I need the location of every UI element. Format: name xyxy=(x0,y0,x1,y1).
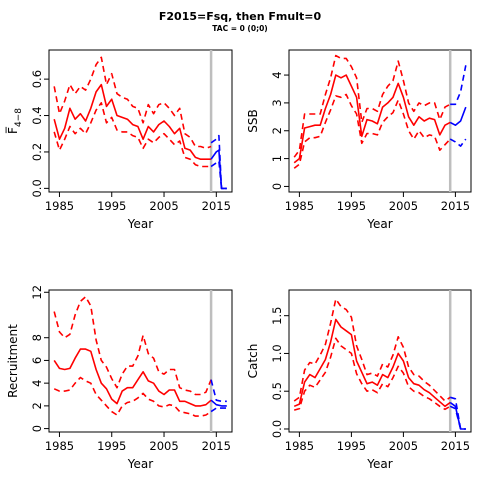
x-tick-label: 1995 xyxy=(337,439,366,453)
x-tick-label: 2005 xyxy=(149,199,178,213)
historic-lower-ci-line xyxy=(293,93,451,169)
historic-estimate-line xyxy=(53,348,212,407)
x-tick-label: 1985 xyxy=(45,439,74,453)
y-tick-label: 0.6 xyxy=(30,70,44,88)
projection-lower-ci-line xyxy=(449,405,466,430)
plot-frame xyxy=(48,289,233,433)
projection-lower-ci-line xyxy=(449,138,467,147)
y-axis-label-subscript: 4−8 xyxy=(14,108,24,127)
projection-estimate-line xyxy=(210,149,227,190)
x-tick-label: 2005 xyxy=(149,439,178,453)
y-tick-label: 2 xyxy=(30,402,44,409)
x-tick-label: 2015 xyxy=(441,439,470,453)
y-axis-label-main: SSB xyxy=(246,109,260,132)
y-tick-label: 4 xyxy=(30,379,44,386)
y-tick-label: 1 xyxy=(270,155,284,162)
y-axis-label-main: Recruitment xyxy=(6,324,20,398)
projection-estimate-line xyxy=(210,399,227,407)
x-tick-label: 1985 xyxy=(285,199,314,213)
panel-catch: 1985 1995 2005 2015 0.0 0.5 1.0 1.5 Year Catch xyxy=(246,289,472,471)
historic-upper-ci-line xyxy=(53,295,212,396)
y-axis-label-main: Catch xyxy=(246,344,260,379)
panel-ssb: 1985 1995 2005 2015 0 1 2 3 4 Year SSB xyxy=(246,49,472,231)
y-tick-label: 2 xyxy=(270,127,284,134)
plot-frame xyxy=(288,289,472,433)
figure-title: F2015=Fsq, then Fmult=0 xyxy=(159,10,322,23)
historic-estimate-line xyxy=(293,74,451,164)
x-tick-label: 2005 xyxy=(389,439,418,453)
y-axis-label-main: F̅ xyxy=(5,126,20,134)
figure-subtitle: TAC = 0 (0;0) xyxy=(212,24,267,33)
projection-estimate-line xyxy=(449,401,466,430)
x-tick-label: 1985 xyxy=(45,199,74,213)
x-axis-label: Year xyxy=(127,457,153,471)
y-tick-label: 0 xyxy=(30,425,44,432)
panel-recruitment: 1985 1995 2005 2015 0 2 4 6 8 12 Year Recruitment xyxy=(6,285,233,471)
x-tick-label: 2005 xyxy=(389,199,418,213)
plot-frame xyxy=(288,49,472,193)
y-axis-label: Recruitment xyxy=(6,324,20,398)
y-tick-label: 4 xyxy=(270,71,284,78)
x-axis-label: Year xyxy=(366,217,392,231)
x-tick-label: 1995 xyxy=(337,199,366,213)
y-tick-label: 6 xyxy=(30,357,44,364)
panel-f-mortality: 1985 1995 2005 2015 0.0 0.2 0.4 0.6 Year F̅4−8 xyxy=(5,49,233,231)
x-axis-label: Year xyxy=(366,457,392,471)
x-tick-label: 2015 xyxy=(441,199,470,213)
y-tick-label: 3 xyxy=(270,99,284,106)
y-tick-label: 0.4 xyxy=(30,106,44,124)
y-axis-label: Catch xyxy=(246,344,260,379)
y-tick-label: 0.5 xyxy=(270,382,284,400)
x-tick-label: 1995 xyxy=(97,439,126,453)
historic-upper-ci-line xyxy=(53,56,212,150)
historic-estimate-line xyxy=(53,83,212,160)
x-tick-label: 2015 xyxy=(202,439,231,453)
historic-estimate-line xyxy=(293,318,451,408)
projection-upper-ci-line xyxy=(450,65,467,106)
x-axis-label: Year xyxy=(127,217,153,231)
projection-estimate-line xyxy=(449,106,467,126)
y-axis-label: SSB xyxy=(246,109,260,132)
y-tick-label: 0.0 xyxy=(30,179,44,197)
y-tick-label: 1.0 xyxy=(270,344,284,362)
x-tick-label: 1985 xyxy=(285,439,314,453)
projection-upper-ci-line xyxy=(210,379,227,403)
plot-frame xyxy=(48,49,233,193)
x-tick-label: 1995 xyxy=(97,199,126,213)
y-tick-label: 0.0 xyxy=(270,420,284,438)
y-tick-label: 8 xyxy=(30,334,44,341)
projection-lower-ci-line xyxy=(210,160,227,190)
historic-upper-ci-line xyxy=(293,54,451,158)
y-axis-label: F̅4−8 xyxy=(5,108,24,134)
y-tick-label: 0 xyxy=(270,183,284,190)
historic-upper-ci-line xyxy=(293,298,451,402)
historic-lower-ci-line xyxy=(53,102,212,168)
y-tick-label: 0.2 xyxy=(30,143,44,161)
projection-upper-ci-line xyxy=(449,396,466,430)
projection-lower-ci-line xyxy=(210,407,227,413)
y-tick-label: 1.5 xyxy=(270,307,284,325)
historic-lower-ci-line xyxy=(53,376,212,417)
y-tick-label: 12 xyxy=(30,285,44,300)
x-tick-label: 2015 xyxy=(202,199,231,213)
